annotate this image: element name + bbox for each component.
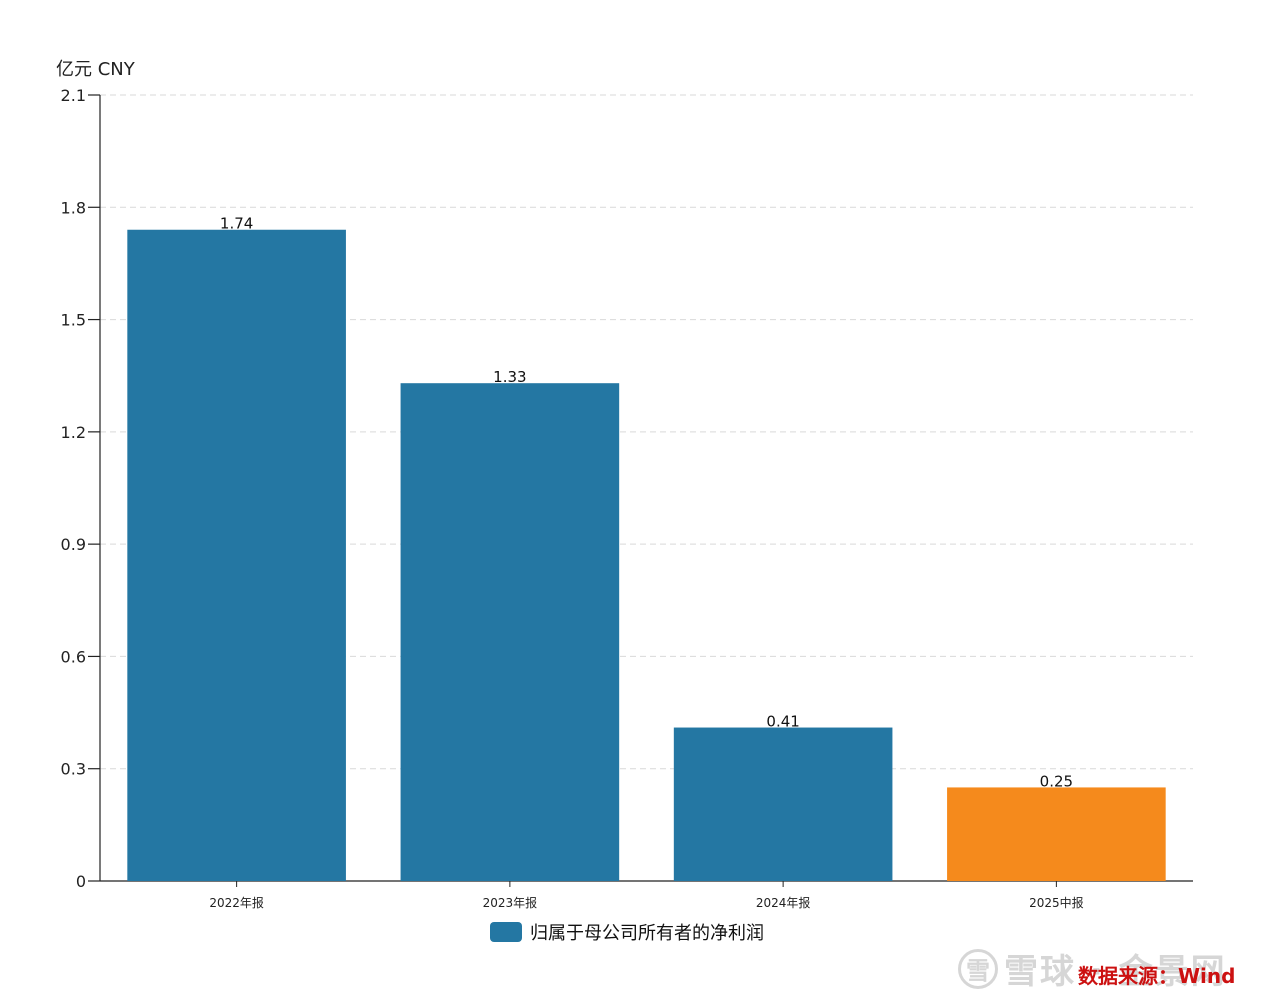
data-label: 0.41 [766, 713, 799, 731]
watermark-text: 雪球 · 金景网 [1004, 952, 1227, 992]
legend-label: 归属于母公司所有者的净利润 [530, 923, 764, 944]
legend: 归属于母公司所有者的净利润 [490, 919, 764, 945]
data-label: 1.74 [220, 215, 253, 233]
y-tick-label: 1.8 [61, 198, 86, 217]
x-tick-label: 2022年报 [209, 895, 264, 910]
x-tick-label: 2024年报 [756, 895, 811, 910]
legend-swatch [490, 922, 522, 942]
data-source: 数据来源：Wind [1078, 964, 1236, 988]
y-axis-unit-label: 亿元 CNY [56, 59, 135, 80]
y-tick-label: 2.1 [61, 86, 86, 105]
x-tick-label: 2023年报 [483, 895, 538, 910]
data-label: 0.25 [1040, 772, 1073, 790]
x-tick-label: 2025中报 [1029, 895, 1084, 910]
snowball-logo-icon: 雪 [958, 948, 998, 989]
bar [673, 727, 893, 881]
y-tick-label: 0 [76, 872, 86, 891]
y-tick-label: 1.5 [61, 311, 86, 330]
bar [127, 229, 346, 881]
watermark: 雪 雪球 · 金景网 [958, 944, 1227, 993]
data-label: 1.33 [493, 368, 526, 386]
y-tick-label: 0.3 [61, 760, 86, 779]
y-tick-label: 0.6 [61, 647, 86, 666]
bar [947, 787, 1166, 881]
bar [400, 383, 620, 881]
y-tick-label: 0.9 [61, 535, 86, 554]
y-tick-label: 1.2 [61, 423, 86, 442]
